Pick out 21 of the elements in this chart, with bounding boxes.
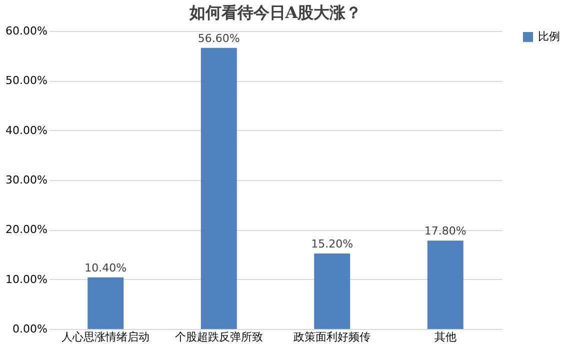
bar [314, 254, 350, 329]
y-tick-label: 60.00% [6, 24, 48, 38]
x-tick-label: 人心思涨情绪启动 [62, 330, 150, 344]
legend-label: 比例 [538, 30, 560, 43]
y-tick-label: 30.00% [6, 174, 48, 186]
y-tick-label: 0.00% [12, 322, 48, 336]
data-label: 10.40% [84, 261, 127, 274]
data-label: 17.80% [424, 224, 466, 238]
x-tick-label: 个股超跌反弹所致 [174, 330, 263, 344]
x-tick-label: 其他 [434, 330, 456, 344]
data-label: 15.20% [311, 238, 354, 251]
bar [427, 240, 464, 329]
y-tick-label: 10.00% [6, 272, 48, 286]
y-tick-label: 20.00% [6, 223, 48, 236]
y-tick-label: 50.00% [6, 74, 48, 88]
y-tick-label: 40.00% [6, 124, 48, 137]
bar [88, 277, 124, 329]
data-label: 56.60% [198, 32, 240, 45]
bar [200, 48, 237, 329]
x-tick-label: 政策面利好频传 [294, 330, 371, 344]
chart-title: 如何看待今日A股大涨？ [188, 3, 362, 22]
